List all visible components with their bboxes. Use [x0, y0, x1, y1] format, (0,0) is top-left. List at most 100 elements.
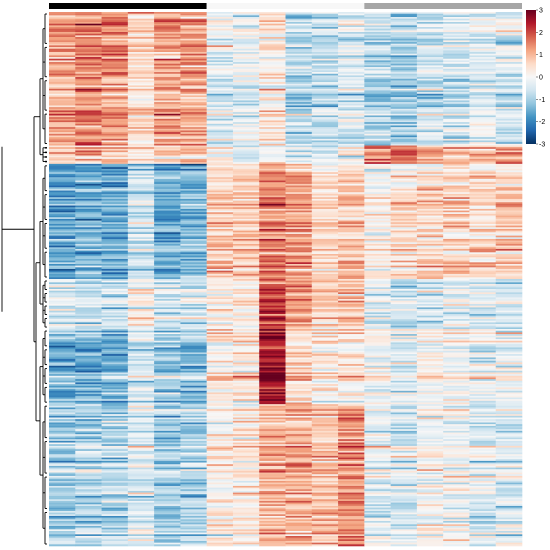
heatmap-cell [154, 304, 181, 306]
heatmap-cell [285, 193, 313, 196]
heatmap-cell [364, 37, 391, 39]
heatmap-cell [364, 417, 391, 420]
heatmap-cell [364, 377, 391, 380]
heatmap-cell [338, 460, 365, 463]
heatmap-cell [259, 352, 286, 355]
heatmap-cell [495, 369, 523, 372]
heatmap-cell [443, 108, 470, 111]
heatmap-cell [390, 319, 418, 322]
heatmap-cell [232, 290, 260, 293]
heatmap-cell [206, 215, 234, 218]
heatmap-cell [127, 370, 155, 373]
heatmap-cell [49, 245, 76, 248]
heatmap-cell [180, 208, 207, 211]
heatmap-cell [75, 444, 102, 447]
heatmap-cell [259, 424, 286, 427]
heatmap-cell [101, 180, 129, 183]
heatmap-cell [311, 223, 339, 226]
heatmap-cell [390, 147, 418, 150]
heatmap-cell [180, 142, 207, 145]
heatmap-cell [232, 147, 260, 150]
heatmap-cell [364, 382, 391, 385]
heatmap-cell [232, 397, 260, 400]
heatmap-cell [101, 227, 129, 230]
heatmap-cell [49, 329, 76, 332]
heatmap-cell [49, 195, 76, 198]
heatmap-cell [338, 272, 365, 275]
heatmap-cell [416, 198, 444, 201]
heatmap-cell [285, 319, 313, 322]
heatmap-cell [338, 83, 365, 86]
heatmap-cell [311, 78, 339, 81]
heatmap-cell [232, 289, 260, 291]
heatmap-cell [180, 325, 207, 328]
heatmap-cell [180, 172, 207, 175]
heatmap-cell [338, 404, 365, 407]
heatmap-cell [101, 100, 129, 103]
heatmap-cell [101, 60, 129, 63]
heatmap-cell [180, 113, 207, 116]
heatmap-cell [495, 309, 523, 312]
heatmap-cell [285, 68, 313, 71]
heatmap-cell [390, 63, 418, 66]
heatmap-cell [338, 167, 365, 170]
heatmap-cell [154, 442, 181, 445]
heatmap-cell [311, 12, 339, 14]
heatmap-cell [311, 339, 339, 342]
heatmap-cell [495, 177, 523, 180]
heatmap-cell [338, 304, 365, 306]
heatmap-cell [469, 115, 497, 118]
heatmap-cell [180, 152, 207, 155]
heatmap-cell [232, 117, 260, 120]
heatmap-cell [180, 62, 207, 65]
heatmap-cell [49, 273, 76, 276]
heatmap-cell [206, 122, 234, 125]
heatmap-cell [338, 273, 365, 276]
heatmap-cell [101, 250, 129, 253]
heatmap-cell [75, 28, 102, 31]
heatmap-cell [416, 337, 444, 340]
heatmap-cell [206, 92, 234, 95]
heatmap-cell [154, 267, 181, 270]
heatmap-cell [232, 329, 260, 332]
heatmap-cell [495, 92, 523, 95]
heatmap-cell [311, 200, 339, 203]
heatmap-cell [285, 135, 313, 138]
heatmap-cell [311, 220, 339, 223]
heatmap-cell [495, 289, 523, 291]
heatmap-cell [390, 242, 418, 245]
heatmap-cell [416, 33, 444, 36]
heatmap-cell [311, 92, 339, 95]
heatmap-cell [390, 370, 418, 373]
heatmap-cell [416, 63, 444, 66]
heatmap-cell [364, 42, 391, 45]
heatmap-cell [390, 98, 418, 101]
heatmap-cell [285, 48, 313, 51]
heatmap-cell [101, 349, 129, 352]
heatmap-cell [75, 292, 102, 295]
heatmap-cell [311, 315, 339, 318]
heatmap-cell [495, 130, 523, 133]
heatmap-cell [390, 409, 418, 412]
heatmap-cell [232, 360, 260, 363]
heatmap-cell [49, 405, 76, 408]
heatmap-cell [285, 268, 313, 271]
heatmap-cell [154, 337, 181, 340]
heatmap-cell [443, 33, 470, 36]
heatmap-cell [101, 107, 129, 110]
heatmap-cell [364, 70, 391, 73]
heatmap-cell [101, 372, 129, 375]
heatmap-cell [311, 27, 339, 29]
heatmap-cell [416, 208, 444, 211]
heatmap-cell [127, 332, 155, 335]
heatmap-cell [259, 297, 286, 300]
heatmap-cell [443, 360, 470, 363]
heatmap-cell [364, 329, 391, 332]
heatmap-cell [127, 437, 155, 440]
heatmap-cell [49, 228, 76, 231]
heatmap-cell [154, 347, 181, 350]
heatmap-cell [180, 379, 207, 382]
heatmap-cell [154, 178, 181, 181]
heatmap-cell [443, 163, 470, 166]
heatmap-cell [206, 30, 234, 33]
